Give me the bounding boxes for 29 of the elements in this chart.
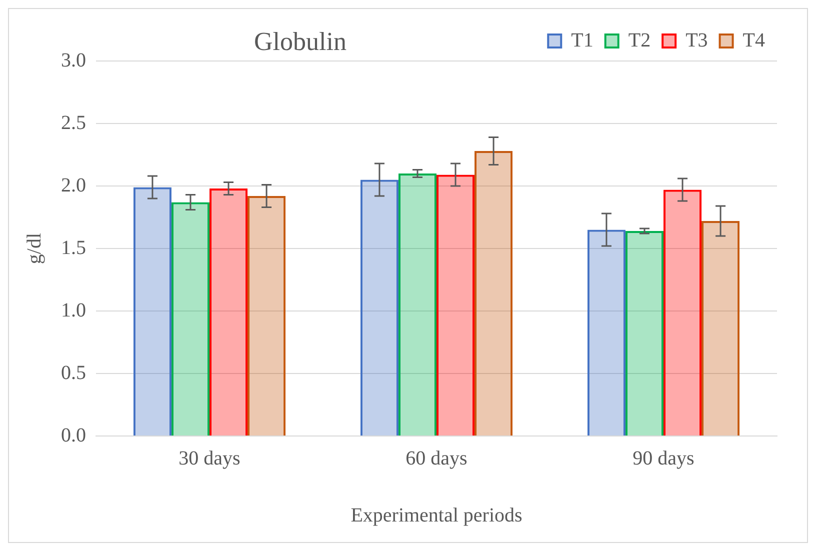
y-tick-label: 2.0 xyxy=(61,174,86,196)
x-tick-label: 90 days xyxy=(632,447,695,470)
bar xyxy=(210,188,248,436)
y-tick-label: 3.0 xyxy=(61,49,86,72)
legend-label: T2 xyxy=(628,29,651,52)
bar xyxy=(436,174,475,436)
y-tick-label: 0.0 xyxy=(61,424,86,446)
bar xyxy=(702,221,740,436)
bar xyxy=(171,202,210,436)
x-axis-title: Experimental periods xyxy=(350,504,523,526)
legend-label: T4 xyxy=(742,29,765,52)
bar xyxy=(133,187,172,436)
bar xyxy=(625,231,664,436)
bar xyxy=(474,151,513,436)
bar xyxy=(360,180,398,436)
x-tick-label: 30 days xyxy=(178,447,241,470)
bar xyxy=(398,174,436,436)
bar xyxy=(248,196,286,436)
chart-title: Globulin xyxy=(254,27,346,57)
y-tick-label: 1.0 xyxy=(61,299,86,322)
y-axis-title: g/dl xyxy=(23,232,46,264)
bar xyxy=(664,190,702,436)
bar xyxy=(587,230,626,436)
y-tick-label: 0.5 xyxy=(61,362,86,384)
legend-label: T3 xyxy=(686,29,708,52)
legend-label: T1 xyxy=(571,29,594,52)
y-tick-label: 2.5 xyxy=(61,112,86,134)
y-tick-label: 1.5 xyxy=(61,236,86,259)
x-tick-label: 60 days xyxy=(406,447,468,470)
